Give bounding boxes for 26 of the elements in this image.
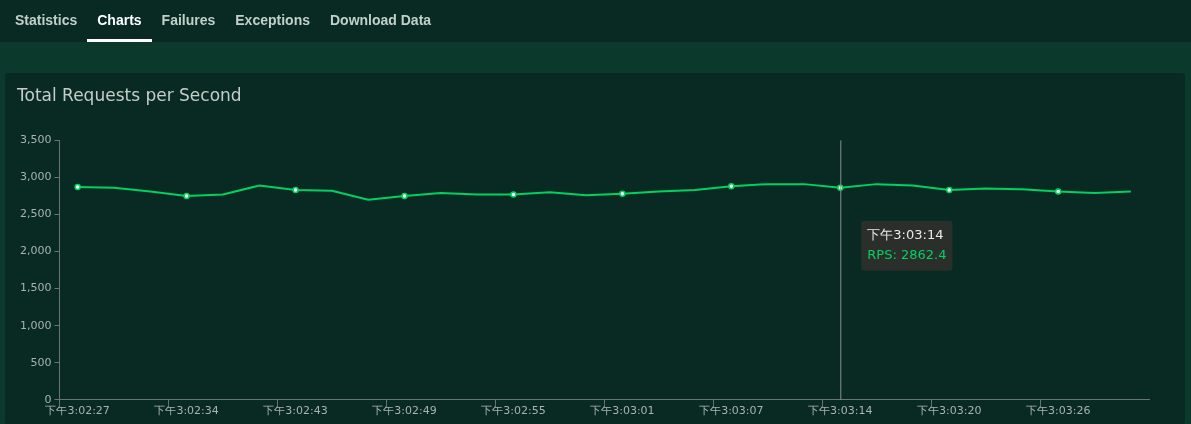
x-tick-label: 下午3:03:14	[808, 404, 873, 418]
x-tick-label: 下午3:03:20	[917, 404, 982, 418]
annotation: RPS: 2862.4	[867, 247, 947, 263]
x-tick-label: 下午3:02:55	[481, 404, 546, 418]
text: Failures	[161, 12, 216, 28]
x-tick-label: 下午3:02:43	[263, 404, 328, 418]
y-tick-label: 3,000	[19, 170, 52, 184]
x-tick-label: 下午3:03:26	[1026, 404, 1091, 418]
y-tick-label: 3,500	[19, 133, 52, 147]
text: Exceptions	[235, 12, 310, 28]
x-tick-label: 下午3:03:01	[590, 404, 655, 418]
x-tick-label: 下午3:02:49	[372, 404, 437, 418]
y-tick-label: 1,500	[19, 281, 52, 295]
annotation: 下午3:03:14	[867, 227, 944, 243]
y-tick-label: 2,000	[19, 244, 52, 258]
y-tick-label: 2,500	[19, 207, 52, 221]
y-tick-label: 0	[44, 392, 52, 406]
x-tick-label: 下午3:02:34	[154, 404, 219, 418]
y-tick-label: 500	[30, 355, 52, 369]
text: Charts	[97, 12, 142, 28]
x-tick-label: 下午3:02:27	[45, 404, 110, 418]
y-tick-label: 1,000	[19, 318, 52, 332]
text: Download Data	[329, 12, 432, 28]
text: Statistics	[15, 12, 78, 28]
chart-title: Total Requests per Second	[16, 84, 242, 105]
x-tick-label: 下午3:03:07	[699, 404, 764, 418]
